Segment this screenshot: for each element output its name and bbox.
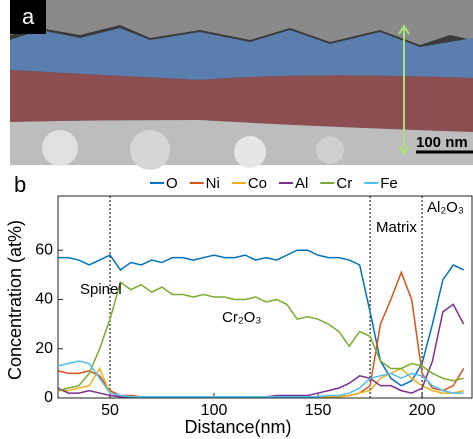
panel-label: b [14,172,26,197]
x-axis-label: Distance(nm) [184,417,291,437]
plot-frame [57,195,473,399]
annotation: Al₂O₃ [427,199,464,216]
panel-label: a [22,4,35,29]
y-tick-label: 60 [35,241,53,258]
x-tick-label: 50 [101,402,119,419]
y-tick-label: 20 [35,340,53,357]
series-line [58,366,464,398]
annotation: Cr₂O₃ [222,309,261,326]
y-axis-label: Concentration (at%) [5,220,25,380]
annotation: Matrix [376,219,417,236]
series-line [57,280,464,392]
series-line [57,360,464,398]
y-tick-label: 40 [35,291,53,308]
legend-label: O [166,175,178,192]
legend-label: Al [295,175,308,192]
series-line [58,249,464,387]
legend-label: Fe [380,175,398,192]
y-tick-label: 0 [44,389,53,406]
x-tick-label: 100 [201,402,228,419]
legend-label: Cr [336,175,352,192]
x-tick-label: 150 [305,402,332,419]
legend-label: Co [248,175,267,192]
scale-bar-label: 100 nm [416,134,468,151]
legend-label: Ni [206,175,220,192]
x-tick-label: 200 [409,402,436,419]
micrograph [10,0,473,170]
annotation: Spinel [80,281,122,298]
